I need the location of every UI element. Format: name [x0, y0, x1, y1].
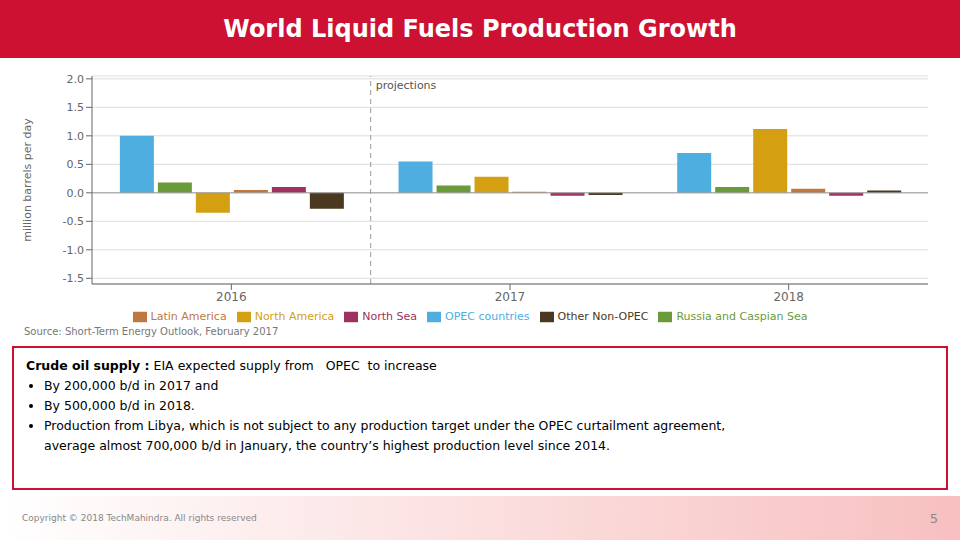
svg-text:2.0: 2.0 [67, 73, 85, 86]
svg-text:projections: projections [376, 79, 437, 92]
html-text:Source: Short-Term Energy Outl: Source: Short-Term Energy Outlook, Febru… [24, 326, 279, 337]
svg-text:-1.5: -1.5 [63, 272, 84, 285]
html-text:Russia and Caspian Sea: Russia and Caspian Sea [676, 310, 808, 323]
svg-text:0.0: 0.0 [67, 187, 85, 200]
html-text:World Liquid Fuels Production: World Liquid Fuels Production Growth [223, 15, 737, 43]
html-text:Crude oil supply : EIA expecte: Crude oil supply : EIA expected supply f… [26, 358, 437, 373]
svg-text:-0.5: -0.5 [63, 215, 84, 228]
svg-text:2016: 2016 [216, 290, 247, 304]
html-text:North Sea: North Sea [362, 310, 418, 323]
html-text:5: 5 [929, 510, 938, 526]
svg-text:2017: 2017 [495, 290, 526, 304]
svg-text:2018: 2018 [773, 290, 804, 304]
html-text:average almost 700,000 b/d in: average almost 700,000 b/d in January, t… [44, 438, 610, 453]
html-text:Production from Libya, which i: Production from Libya, which is not subj… [44, 418, 726, 433]
html-text:OPEC countries: OPEC countries [445, 310, 530, 323]
html-text:Copyright © 2018 TechMahindra.: Copyright © 2018 TechMahindra. All right… [22, 513, 257, 523]
html-text:By 500,000 b/d in 2018.: By 500,000 b/d in 2018. [44, 398, 195, 413]
html-text:North America: North America [254, 310, 335, 323]
svg-text:1.0: 1.0 [67, 130, 85, 143]
svg-text:1.5: 1.5 [67, 101, 85, 114]
svg-text:million barrels per day: million barrels per day [21, 118, 34, 242]
html-text:Latin America: Latin America [150, 310, 227, 323]
html-text:Other Non-OPEC: Other Non-OPEC [557, 310, 649, 323]
svg-text:-1.0: -1.0 [63, 244, 84, 257]
svg-text:0.5: 0.5 [67, 158, 85, 171]
html-text:By 200,000 b/d in 2017 and: By 200,000 b/d in 2017 and [44, 378, 219, 393]
